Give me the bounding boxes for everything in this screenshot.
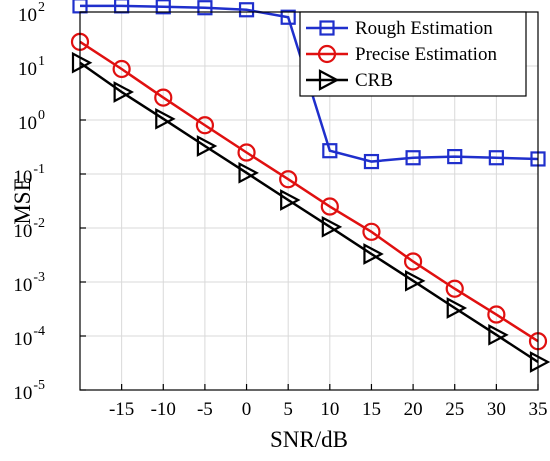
y-tick-exponent: 0 bbox=[38, 108, 45, 123]
x-tick-label: 30 bbox=[487, 399, 506, 420]
marker-square bbox=[488, 150, 504, 166]
marker-circle bbox=[362, 222, 381, 241]
marker-square bbox=[155, 0, 171, 15]
marker-circle bbox=[487, 305, 506, 324]
y-tick-label: 100 bbox=[18, 108, 45, 134]
marker-square bbox=[322, 143, 338, 159]
marker-square bbox=[238, 2, 255, 18]
y-tick-label: 10-4 bbox=[13, 324, 45, 350]
marker-triangle bbox=[280, 189, 301, 211]
y-tick-exponent: 2 bbox=[38, 0, 45, 15]
x-tick-label: 10 bbox=[320, 399, 339, 420]
series-line bbox=[79, 61, 539, 364]
y-axis-label: MSE bbox=[10, 177, 35, 224]
marker-circle bbox=[403, 252, 423, 271]
marker-circle bbox=[279, 170, 298, 189]
y-tick-label: 101 bbox=[18, 54, 45, 80]
marker-square bbox=[197, 0, 213, 16]
y-tick-exponent: -3 bbox=[33, 270, 45, 285]
marker-triangle bbox=[238, 162, 259, 184]
y-tick-exponent: -2 bbox=[33, 216, 45, 231]
legend-label: CRB bbox=[355, 70, 393, 91]
y-tick-exponent: -4 bbox=[33, 324, 45, 339]
x-tick-label: 15 bbox=[362, 399, 381, 420]
marker-triangle bbox=[71, 51, 93, 74]
y-tick-exponent: -1 bbox=[33, 162, 45, 177]
x-tick-label: -15 bbox=[109, 399, 134, 420]
marker-circle bbox=[195, 116, 215, 135]
legend-label: Rough Estimation bbox=[355, 18, 493, 39]
marker-triangle bbox=[196, 135, 218, 157]
x-tick-label: -10 bbox=[151, 399, 176, 420]
marker-square bbox=[405, 150, 421, 166]
marker-triangle bbox=[321, 216, 343, 238]
marker-square bbox=[447, 149, 463, 165]
y-tick-label: 10-5 bbox=[13, 378, 45, 404]
marker-circle bbox=[112, 59, 131, 79]
series-2 bbox=[71, 51, 550, 373]
x-axis-ticks: -15 -10 -5 0 5 10 15 20 25 30 35 bbox=[109, 384, 548, 420]
y-tick-label: 102 bbox=[18, 0, 45, 26]
series-1 bbox=[70, 32, 548, 351]
marker-triangle bbox=[363, 243, 384, 265]
marker-triangle bbox=[318, 69, 340, 91]
marker-square bbox=[280, 9, 296, 25]
marker-circle bbox=[237, 143, 256, 162]
marker-triangle bbox=[155, 108, 176, 130]
marker-circle bbox=[154, 88, 173, 107]
y-tick-exponent: -5 bbox=[33, 378, 45, 393]
marker-circle bbox=[445, 279, 464, 298]
marker-circle bbox=[320, 197, 339, 216]
x-tick-label: 25 bbox=[445, 399, 464, 420]
marker-square bbox=[363, 153, 380, 170]
x-axis-label: SNR/dB bbox=[270, 427, 348, 452]
y-tick-exponent: 1 bbox=[38, 54, 45, 69]
x-tick-label: 0 bbox=[242, 399, 252, 420]
x-tick-label: 5 bbox=[283, 399, 293, 420]
y-tick-label: 10-3 bbox=[13, 270, 45, 296]
marker-triangle bbox=[488, 324, 509, 346]
marker-triangle bbox=[404, 270, 426, 292]
legend: Rough Estimation Precise Estimation CRB bbox=[299, 11, 527, 97]
marker-triangle bbox=[529, 351, 550, 373]
marker-circle bbox=[317, 44, 337, 64]
marker-triangle bbox=[113, 81, 134, 103]
marker-square bbox=[319, 20, 335, 36]
x-tick-label: -5 bbox=[197, 399, 213, 420]
marker-triangle bbox=[446, 297, 468, 319]
x-tick-label: 35 bbox=[529, 399, 548, 420]
legend-label: Precise Estimation bbox=[355, 44, 497, 65]
x-tick-label: 20 bbox=[404, 399, 423, 420]
